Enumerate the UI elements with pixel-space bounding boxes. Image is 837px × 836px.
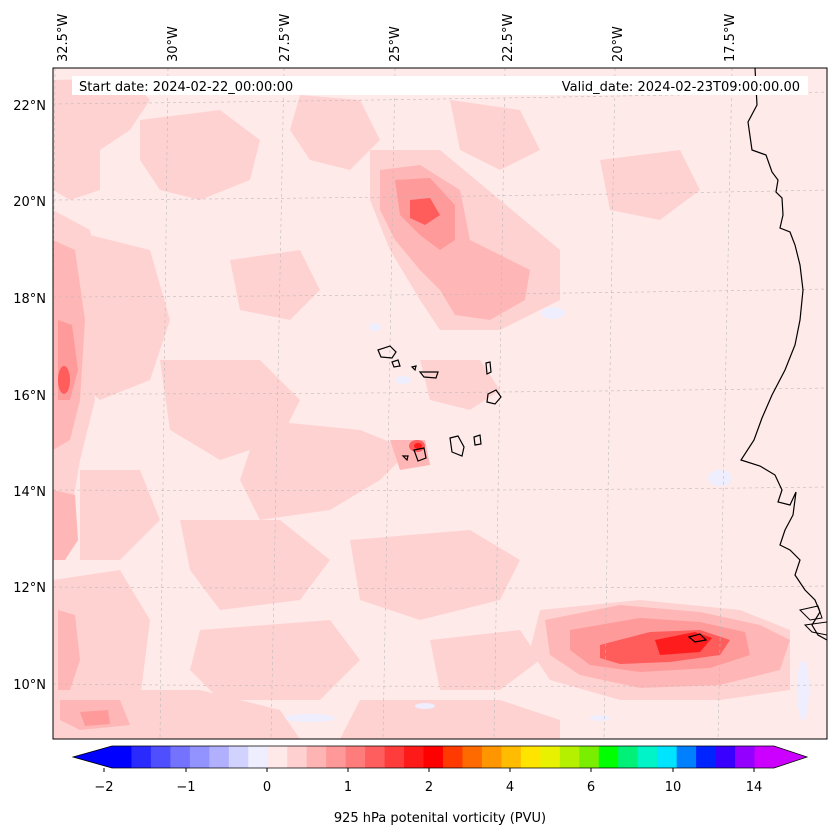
colorbar-cell — [326, 746, 347, 768]
lon-label: 30°W — [166, 26, 181, 62]
colorbar-cell — [365, 746, 386, 768]
colorbar-cell — [287, 746, 308, 768]
colorbar-extend-max — [774, 746, 807, 768]
colorbar-cell — [443, 746, 463, 768]
colorbar-tick-labels: −2 −1 0 1 2 4 6 10 14 — [94, 780, 762, 795]
colorbar-cell — [559, 746, 580, 768]
lat-label: 22°N — [13, 99, 46, 114]
colorbar-cell — [423, 746, 444, 768]
colorbar-cell — [754, 746, 775, 768]
colorbar-cell — [540, 746, 561, 768]
colorbar-cell — [520, 746, 541, 768]
colorbar-cell — [696, 746, 717, 768]
bijagos-coastline — [799, 605, 827, 636]
start-date-label: Start date: 2024-02-22_00:00:00 — [79, 80, 293, 95]
colorbar-cell — [306, 746, 327, 768]
colorbar-cell — [267, 746, 288, 768]
colorbar-cell — [248, 746, 269, 768]
colorbar-title: 925 hPa potenital vorticity (PVU) — [334, 811, 546, 826]
cape-verde-islands — [377, 345, 708, 643]
colorbar-tick-label: 10 — [665, 780, 682, 795]
colorbar-outline — [71, 745, 809, 769]
lon-label: 27.5°W — [278, 14, 293, 62]
colorbar-cell — [462, 746, 483, 768]
colorbar-cell — [131, 746, 152, 768]
longitude-labels: 32.5°W 30°W 27.5°W 25°W 22.5°W 20°W 17.5… — [56, 14, 738, 62]
colorbar-tick-label: 4 — [506, 780, 514, 795]
colorbar-tick-label: −1 — [176, 780, 195, 795]
colorbar-cell — [715, 746, 736, 768]
valid-date-label: Valid_date: 2024-02-23T09:00:00.00 — [562, 80, 800, 95]
lat-label: 10°N — [13, 678, 46, 693]
colorbar-cell — [657, 746, 678, 768]
colorbar-tick-label: 1 — [344, 780, 352, 795]
colorbar-tick-label: 6 — [587, 780, 595, 795]
colorbar-cell — [676, 746, 697, 768]
map-panel — [53, 68, 827, 739]
pv-peak-shading — [414, 443, 712, 655]
colorbar-tick-label: 2 — [425, 780, 433, 795]
colorbar-cell — [189, 746, 210, 768]
colorbar-cell — [170, 746, 191, 768]
colorbar-cell — [228, 746, 249, 768]
colorbar-cell — [345, 746, 366, 768]
colorbar-tick-label: 0 — [263, 780, 271, 795]
colorbar-cell — [735, 746, 756, 768]
colorbar-cell — [384, 746, 405, 768]
colorbar-cell — [481, 746, 502, 768]
colorbar-cell — [618, 746, 639, 768]
colorbar-cell — [209, 746, 230, 768]
colorbar-tick-label: −2 — [94, 780, 113, 795]
lon-label: 32.5°W — [56, 14, 71, 62]
colorbar: −2 −1 0 1 2 4 6 10 14 925 hPa potenital … — [71, 745, 809, 826]
lon-label: 22.5°W — [501, 14, 516, 62]
colorbar-cell — [150, 746, 171, 768]
africa-coastline — [740, 68, 827, 641]
lat-label: 18°N — [13, 292, 46, 307]
lat-label: 12°N — [13, 581, 46, 596]
colorbar-extend-min — [73, 746, 112, 768]
lat-label: 16°N — [13, 389, 46, 404]
lon-label: 25°W — [388, 26, 403, 62]
colorbar-cell — [579, 746, 600, 768]
colorbar-tick-label: 14 — [746, 780, 763, 795]
colorbar-cells — [112, 746, 775, 768]
map-frame — [52, 67, 828, 740]
graticule — [53, 68, 827, 739]
colorbar-cell — [598, 746, 619, 768]
lon-label: 17.5°W — [723, 14, 738, 62]
colorbar-cell — [501, 746, 522, 768]
lon-label: 20°W — [611, 26, 626, 62]
colorbar-cell — [637, 746, 658, 768]
lat-label: 20°N — [13, 195, 46, 210]
colorbar-ticks — [103, 768, 755, 772]
pv-negative-shading — [285, 307, 809, 722]
date-banner — [72, 76, 808, 95]
colorbar-cell — [404, 746, 425, 768]
lat-label: 14°N — [13, 485, 46, 500]
colorbar-cell — [112, 746, 132, 768]
latitude-labels: 22°N 20°N 18°N 16°N 14°N 12°N 10°N — [13, 99, 46, 693]
